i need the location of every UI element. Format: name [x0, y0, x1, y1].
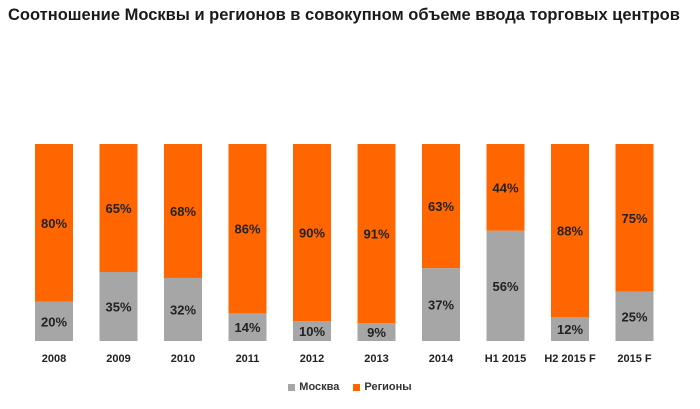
x-tick-label-8: H2 2015 F	[544, 353, 596, 365]
bar-moscow-9	[615, 291, 654, 341]
data-label-regions-6: 63%	[428, 199, 454, 214]
data-label-moscow-7: 56%	[492, 279, 518, 294]
data-label-regions-0: 80%	[41, 216, 67, 231]
bar-moscow-0	[35, 301, 73, 341]
legend-label-moscow: Москва	[299, 381, 340, 393]
x-tick-label-5: 2013	[364, 353, 388, 365]
bar-regions-7	[486, 144, 525, 231]
data-label-regions-3: 86%	[234, 222, 260, 237]
data-label-regions-2: 68%	[170, 204, 196, 219]
data-label-moscow-2: 32%	[170, 302, 196, 317]
bar-regions-6	[422, 144, 460, 269]
legend-swatch-regions	[353, 383, 361, 391]
data-label-regions-7: 44%	[492, 180, 518, 195]
legend-label-regions: Регионы	[364, 381, 412, 393]
data-label-regions-8: 88%	[557, 224, 583, 239]
bar-group-0: 20% 80% 2008	[35, 144, 73, 365]
bar-group-4: 10% 90% 2012	[293, 144, 331, 365]
bar-regions-8	[551, 144, 589, 318]
bar-group-7: 56% 44% H1 2015	[485, 144, 527, 365]
chart-title: Соотношение Москвы и регионов в совокупн…	[8, 6, 680, 24]
bar-moscow-3	[228, 313, 267, 341]
bar-moscow-8	[551, 317, 589, 341]
bar-moscow-1	[99, 272, 138, 341]
data-label-regions-5: 91%	[363, 227, 389, 242]
x-tick-label-6: 2014	[429, 353, 454, 365]
bar-moscow-7	[486, 230, 525, 341]
bar-group-8: 12% 88% H2 2015 F	[544, 144, 596, 365]
bar-regions-2	[164, 144, 202, 278]
bar-regions-3	[228, 144, 267, 314]
bar-regions-5	[357, 144, 396, 324]
data-label-moscow-9: 25%	[621, 309, 647, 324]
bar-regions-0	[35, 144, 73, 302]
bar-moscow-6	[422, 268, 460, 341]
data-label-regions-4: 90%	[299, 226, 325, 241]
bar-regions-1	[99, 144, 138, 273]
bar-moscow-5	[357, 323, 396, 341]
bar-group-6: 37% 63% 2014	[422, 144, 460, 365]
x-tick-label-9: 2015 F	[617, 353, 652, 365]
legend: Москва Регионы	[0, 381, 700, 393]
bar-regions-4	[293, 144, 331, 322]
legend-swatch-moscow	[288, 383, 296, 391]
data-label-moscow-5: 9%	[367, 325, 386, 340]
x-tick-label-2: 2010	[171, 353, 195, 365]
data-label-moscow-0: 20%	[41, 314, 67, 329]
bar-group-1: 35% 65% 2009	[99, 144, 138, 365]
bar-moscow-2	[164, 277, 202, 341]
data-label-moscow-3: 14%	[234, 320, 260, 335]
x-tick-label-1: 2009	[106, 353, 130, 365]
data-label-regions-9: 75%	[621, 211, 647, 226]
data-label-moscow-1: 35%	[105, 300, 131, 315]
legend-item-moscow: Москва	[288, 381, 339, 393]
legend-item-regions: Регионы	[353, 381, 412, 393]
data-label-moscow-4: 10%	[299, 324, 325, 339]
bar-group-2: 32% 68% 2010	[164, 144, 202, 365]
x-tick-label-4: 2012	[300, 353, 324, 365]
bar-regions-9	[615, 144, 654, 292]
bar-group-9: 25% 75% 2015 F	[615, 144, 654, 365]
data-label-regions-1: 65%	[105, 201, 131, 216]
bar-moscow-4	[293, 321, 331, 341]
data-label-moscow-8: 12%	[557, 322, 583, 337]
x-tick-label-3: 2011	[236, 353, 260, 365]
data-label-moscow-6: 37%	[428, 298, 454, 313]
x-tick-label-0: 2008	[42, 353, 66, 365]
bar-group-5: 9% 91% 2013	[357, 144, 396, 365]
bar-group-3: 14% 86% 2011	[228, 144, 267, 365]
x-tick-label-7: H1 2015	[485, 353, 527, 365]
